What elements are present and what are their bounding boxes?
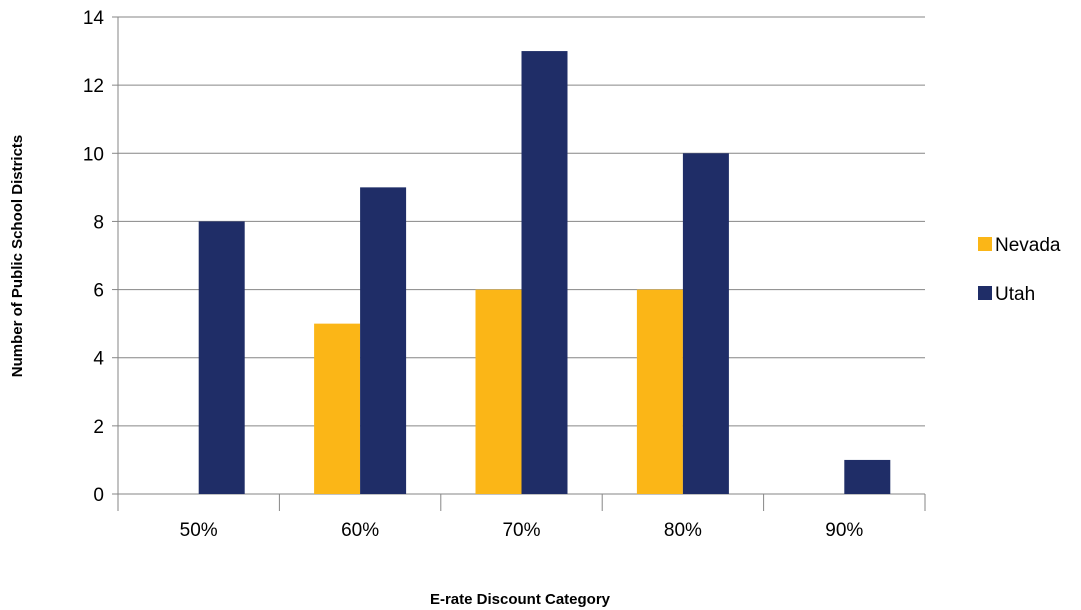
x-tick-label: 60% [341, 520, 379, 541]
legend: Nevada Utah [978, 235, 1061, 305]
y-tick-label: 4 [93, 349, 104, 370]
y-tick-label: 6 [93, 281, 104, 302]
y-tick-label: 0 [93, 485, 104, 506]
y-tick-label: 8 [93, 212, 104, 233]
x-axis-title: E-rate Discount Category [430, 591, 611, 608]
bar-nevada-80pct [636, 289, 683, 494]
y-tick-label: 14 [83, 8, 105, 29]
y-tick-label: 10 [83, 144, 104, 165]
bar-utah-60pct [360, 187, 407, 494]
bar-utah-80pct [682, 153, 729, 495]
bar-nevada-70pct [475, 289, 522, 494]
bar-nevada-60pct [314, 323, 361, 494]
x-tick-label: 70% [502, 520, 540, 541]
legend-swatch-nevada [978, 237, 992, 251]
legend-label-nevada: Nevada [995, 235, 1061, 256]
legend-label-utah: Utah [995, 284, 1035, 305]
bar-utah-50pct [198, 221, 245, 494]
y-tick-label: 2 [93, 417, 104, 438]
y-tick-label: 12 [83, 76, 104, 97]
bar-utah-90pct [844, 459, 891, 494]
bars [198, 51, 891, 495]
y-axis-title: Number of Public School Districts [9, 135, 26, 378]
x-tick-label: 90% [825, 520, 863, 541]
x-tick-label: 50% [180, 520, 218, 541]
x-tick-label: 80% [664, 520, 702, 541]
bar-utah-70pct [521, 51, 568, 494]
legend-swatch-utah [978, 286, 992, 300]
tick-labels: 0 2 4 6 8 10 12 14 50% 60% 70% 80% 90% [83, 8, 864, 541]
